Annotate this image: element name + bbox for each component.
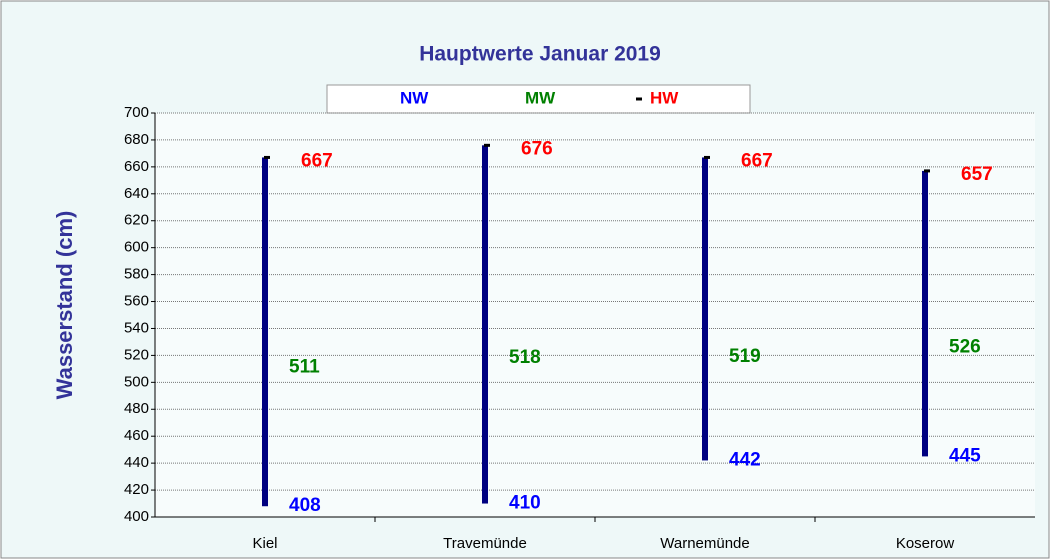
high-label: 676	[521, 138, 553, 159]
y-axis-label: Wasserstand (cm)	[52, 211, 77, 400]
legend-label: MW	[525, 88, 556, 107]
range-bar	[262, 157, 268, 507]
y-tick-label: 480	[124, 400, 149, 417]
mean-label: 526	[949, 336, 981, 357]
high-label: 667	[301, 150, 333, 171]
y-tick-label: 680	[124, 131, 149, 148]
y-tick-label: 420	[124, 481, 149, 498]
y-tick-label: 540	[124, 319, 149, 336]
y-tick-label: 400	[124, 508, 149, 525]
y-tick-label: 560	[124, 293, 149, 310]
y-tick-label: 640	[124, 185, 149, 202]
y-tick-label: 500	[124, 373, 149, 390]
x-tick-label: Kiel	[252, 535, 277, 552]
range-bar	[482, 145, 488, 504]
low-label: 442	[729, 449, 761, 470]
y-tick-label: 440	[124, 454, 149, 471]
high-label: 657	[961, 164, 993, 185]
legend	[326, 84, 751, 114]
low-label: 410	[509, 493, 541, 514]
low-label: 445	[949, 445, 981, 466]
high-label: 667	[741, 150, 773, 171]
y-tick-label: 660	[124, 158, 149, 175]
y-tick-label: 520	[124, 346, 149, 363]
y-tick-label: 700	[124, 104, 149, 121]
mean-label: 518	[509, 347, 541, 368]
y-tick-label: 600	[124, 239, 149, 256]
y-tick-label: 620	[124, 212, 149, 229]
x-tick-label: Koserow	[896, 535, 955, 552]
x-tick-label: Warnemünde	[660, 535, 750, 552]
chart-title: Hauptwerte Januar 2019	[419, 43, 661, 66]
mean-label: 519	[729, 346, 761, 367]
range-bar	[922, 170, 928, 457]
plot-area	[155, 113, 1035, 517]
y-tick-label: 580	[124, 266, 149, 283]
legend-label: HW	[650, 88, 679, 107]
low-label: 408	[289, 495, 321, 516]
range-bar	[702, 157, 708, 461]
y-tick-label: 460	[124, 427, 149, 444]
mean-label: 511	[289, 357, 320, 378]
x-tick-label: Travemünde	[443, 535, 527, 552]
legend-label: NW	[400, 88, 429, 107]
